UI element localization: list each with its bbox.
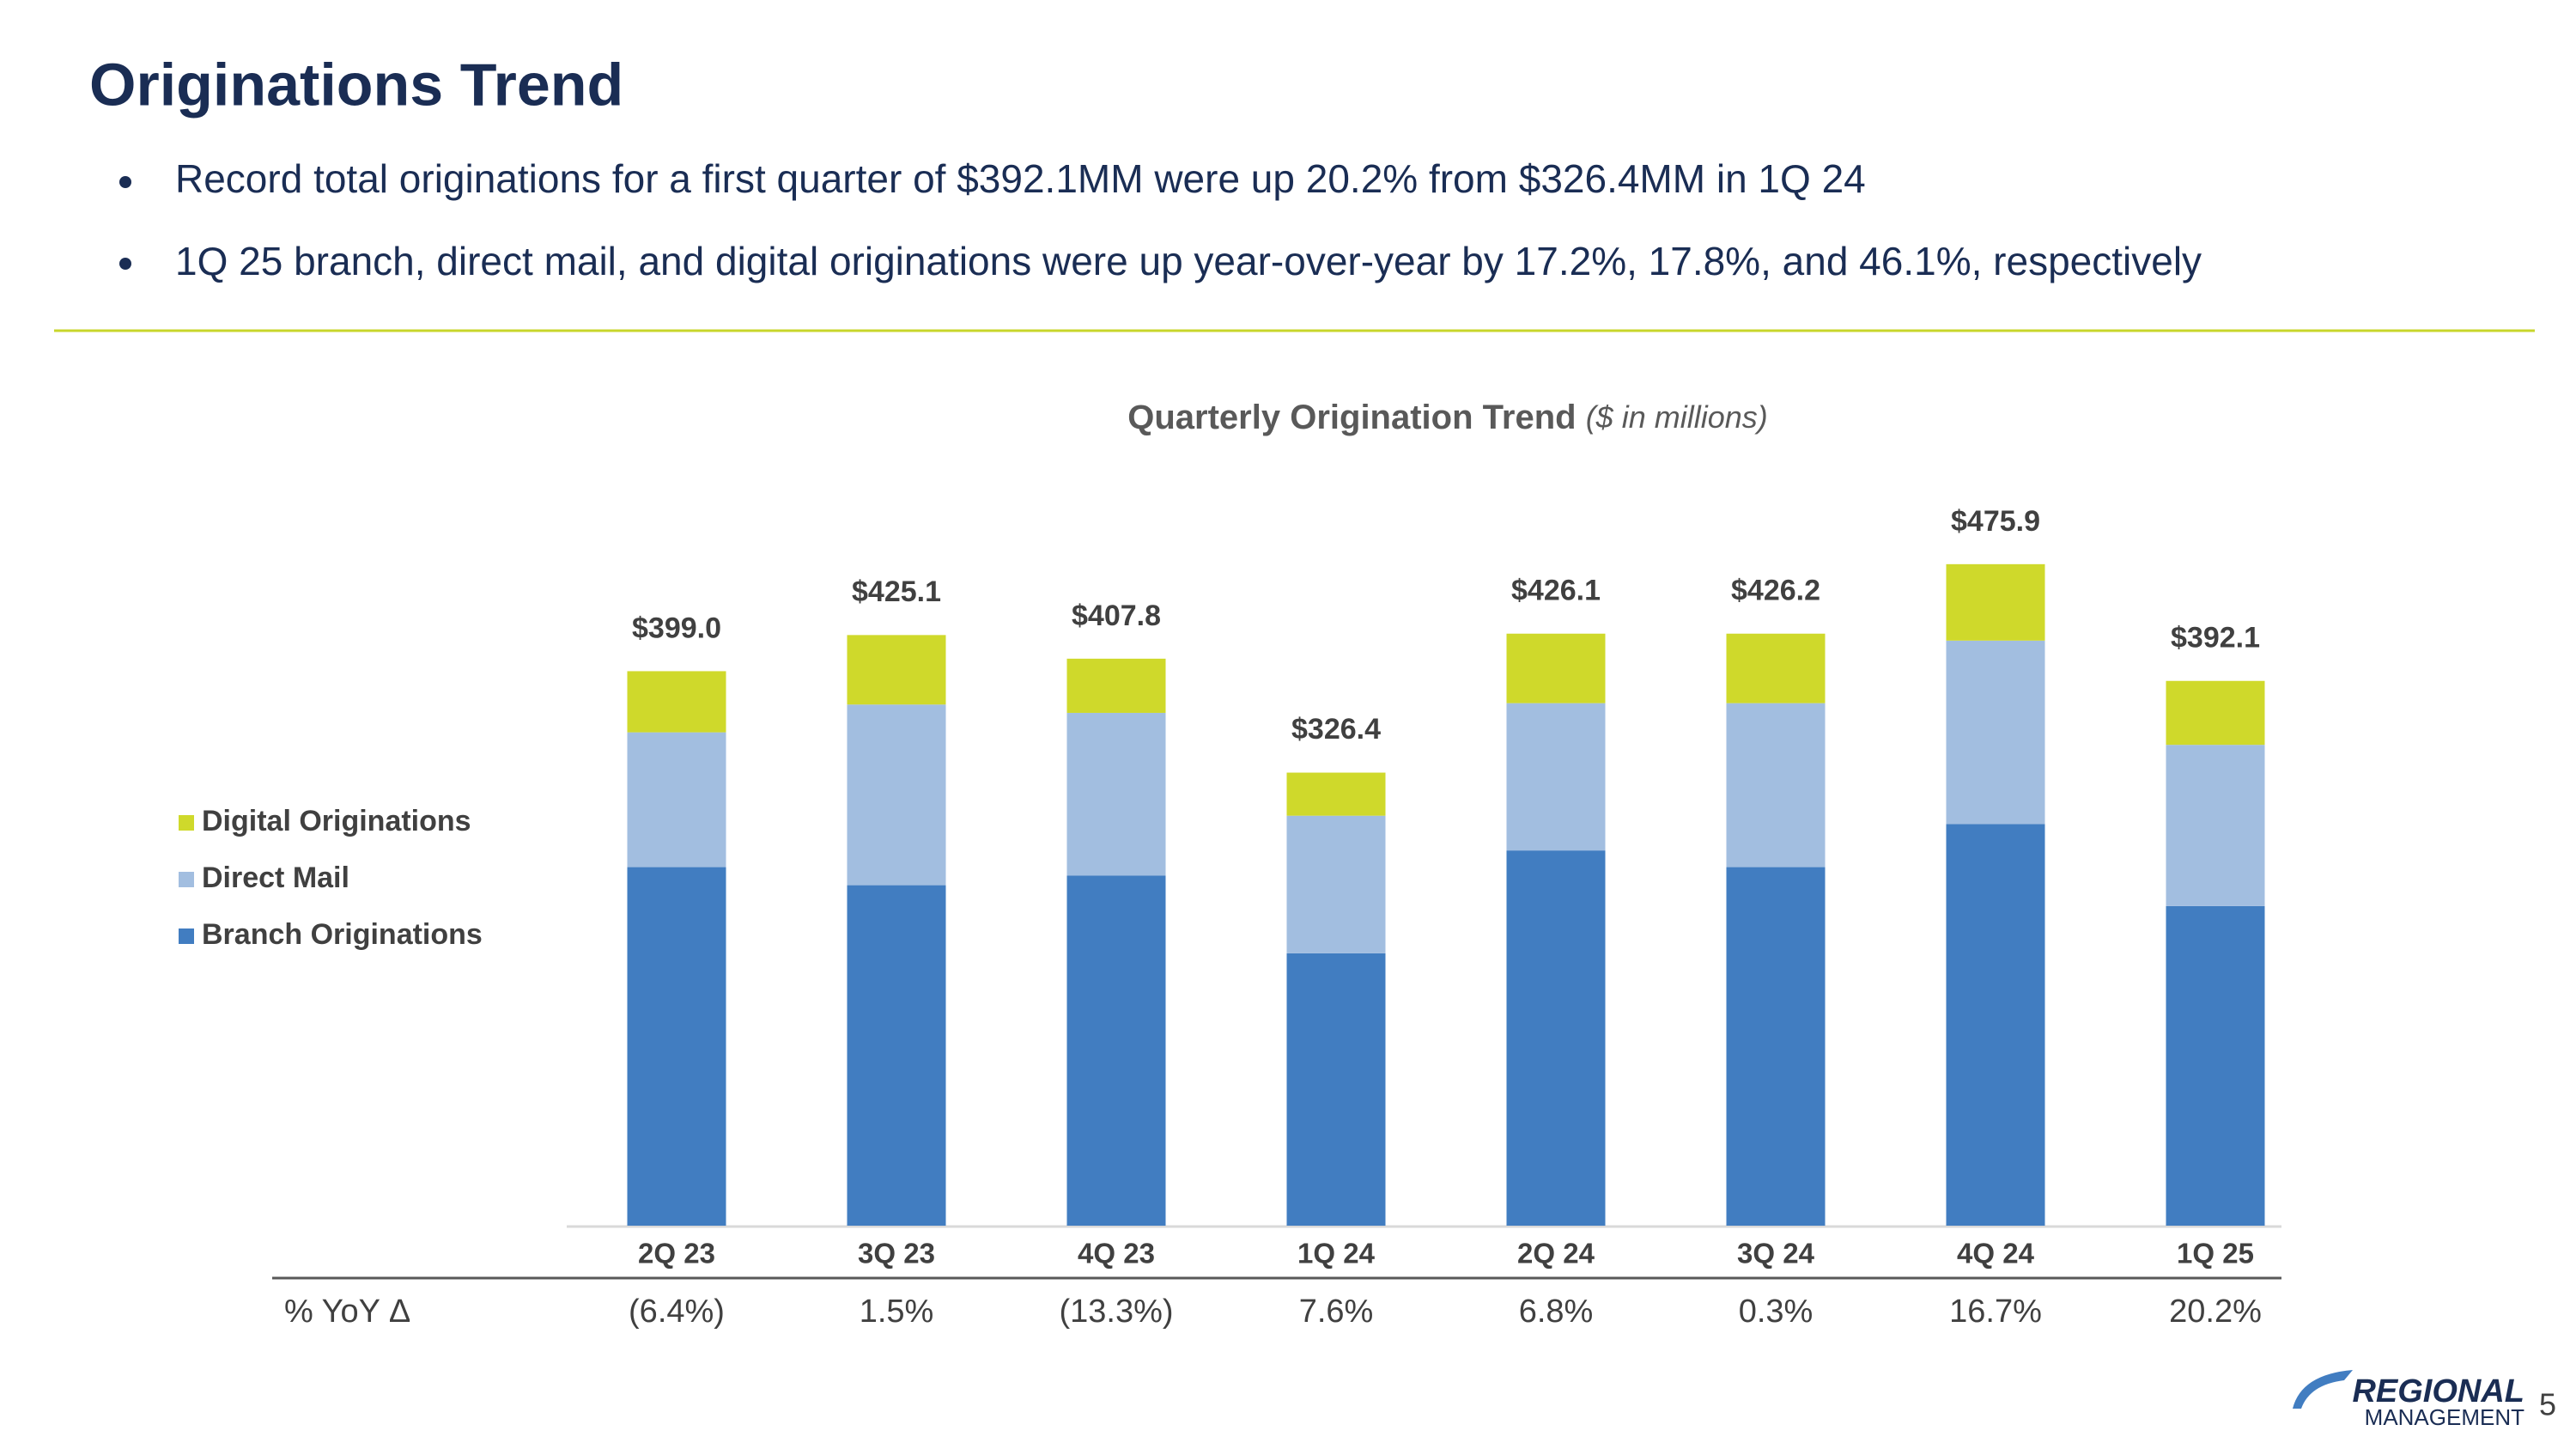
total-label: $426.1 [1511, 575, 1601, 607]
legend-label: Direct Mail [202, 861, 349, 894]
bullet-dot [119, 176, 131, 188]
bullet-text: 1Q 25 branch, direct mail, and digital o… [175, 239, 2202, 283]
bar-segment [627, 867, 726, 1226]
bar-segment [627, 671, 726, 733]
x-tick-label: 4Q 23 [1078, 1238, 1155, 1269]
bar-segment [1286, 815, 1386, 953]
chart-subtitle: ($ in millions) [1586, 399, 1768, 435]
bar-segment [2166, 905, 2265, 1226]
bar-segment [847, 885, 946, 1226]
bar-segment [847, 635, 946, 705]
slide-title: Originations Trend [89, 51, 623, 118]
bar-segment [1286, 953, 1386, 1226]
bar-segment [1506, 850, 1606, 1226]
bar-segment [1286, 772, 1386, 816]
yoy-label: % YoY Δ [284, 1294, 410, 1330]
x-tick-label: 3Q 24 [1737, 1238, 1815, 1269]
x-tick-label: 1Q 25 [2177, 1238, 2254, 1269]
bar-segment [2166, 680, 2265, 746]
logo: REGIONAL MANAGEMENT [2293, 1370, 2524, 1430]
yoy-value: 6.8% [1519, 1294, 1594, 1330]
total-label: $326.4 [1291, 713, 1381, 746]
logo-swoosh [2293, 1370, 2353, 1409]
yoy-value: 16.7% [1949, 1294, 2042, 1330]
legend-swatch [179, 928, 194, 944]
total-label: $425.1 [852, 575, 941, 608]
bullet-dot [119, 258, 131, 270]
bar-segment [1726, 703, 1826, 868]
legend-swatch [179, 872, 194, 887]
x-tick-label: 3Q 23 [858, 1238, 935, 1269]
x-tick-label: 2Q 23 [638, 1238, 715, 1269]
x-tick-label: 1Q 24 [1297, 1238, 1376, 1269]
bar-segment [847, 704, 946, 886]
logo-top: REGIONAL [2352, 1373, 2524, 1409]
total-label: $407.8 [1072, 600, 1161, 632]
chart-title: Quarterly Origination Trend [1127, 399, 1576, 436]
legend-label: Branch Originations [202, 918, 483, 951]
x-tick-label: 4Q 24 [1957, 1238, 2035, 1269]
legend-swatch [179, 815, 194, 831]
bar-segment [1506, 633, 1606, 703]
bar-segment [1946, 563, 2045, 641]
total-label: $392.1 [2171, 622, 2260, 654]
bar-segment [1726, 633, 1826, 703]
yoy-value: 1.5% [860, 1294, 934, 1330]
yoy-value: 0.3% [1739, 1294, 1814, 1330]
logo-bottom: MANAGEMENT [2365, 1404, 2524, 1430]
bar-segment [1066, 712, 1166, 876]
x-tick-label: 2Q 24 [1517, 1238, 1595, 1269]
yoy-value: (13.3%) [1059, 1294, 1173, 1330]
bar-segment [1726, 867, 1826, 1226]
yoy-value: 20.2% [2169, 1294, 2262, 1330]
bar-segment [1066, 658, 1166, 713]
yoy-value: 7.6% [1299, 1294, 1374, 1330]
bar-segment [1506, 703, 1606, 851]
bullet-text: Record total originations for a first qu… [175, 156, 1866, 201]
bar-segment [1946, 824, 2045, 1226]
yoy-value: (6.4%) [629, 1294, 725, 1330]
total-label: $426.2 [1731, 574, 1820, 606]
chart-title-group: Quarterly Origination Trend ($ in millio… [1127, 399, 1767, 436]
bar-segment [627, 732, 726, 868]
bar-segment [1946, 640, 2045, 825]
total-label: $399.0 [632, 612, 721, 644]
page-number: 5 [2539, 1387, 2556, 1422]
bar-segment [1066, 875, 1166, 1226]
total-label: $475.9 [1951, 505, 2040, 538]
bar-segment [2166, 745, 2265, 906]
legend-label: Digital Originations [202, 805, 471, 837]
